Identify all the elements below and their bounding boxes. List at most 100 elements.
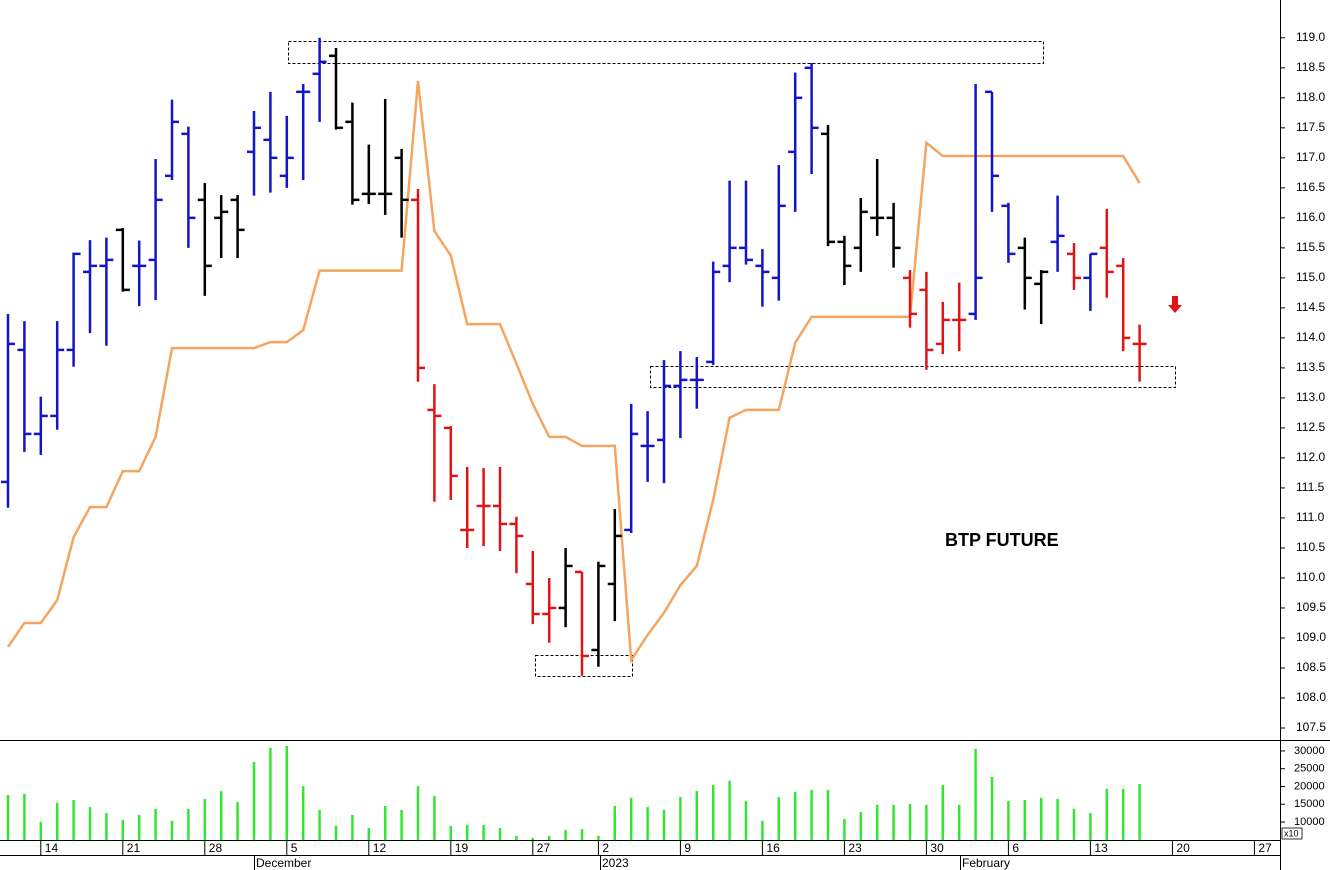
volume-bar <box>88 807 92 840</box>
volume-bar <box>1089 813 1092 840</box>
volume-bar <box>433 796 436 840</box>
volume-bar <box>515 835 518 840</box>
volume-bar <box>219 791 223 840</box>
x-tick-label: 13 <box>1094 841 1108 855</box>
y-tick-label: 110.5 <box>1296 540 1325 554</box>
volume-bar <box>187 808 190 840</box>
x-tick-label: 16 <box>766 841 780 855</box>
y-tick-label: 110.0 <box>1296 570 1325 584</box>
x-tick-label: 27 <box>1258 841 1272 855</box>
x-tick-label: 30 <box>930 841 944 855</box>
volume-bar <box>728 780 731 840</box>
volume-bar <box>1007 801 1010 840</box>
y-tick-label: 114.5 <box>1296 300 1325 314</box>
volume-bar <box>55 802 59 840</box>
y-tick-label: 118.5 <box>1296 60 1325 74</box>
volume-bar <box>203 798 207 840</box>
volume-bar <box>580 829 584 840</box>
volume-bar <box>1121 788 1125 840</box>
down-arrow <box>1168 296 1182 313</box>
volume-bar <box>941 785 945 840</box>
volume-bar <box>1023 799 1027 840</box>
y-tick-label: 112.5 <box>1296 420 1325 434</box>
volume-bar <box>449 825 453 840</box>
volume-bar <box>875 804 879 840</box>
y2-tick-label: 15000 <box>1294 798 1325 810</box>
month-label: December <box>256 856 311 870</box>
volume-bar <box>1138 783 1141 840</box>
volume-bar <box>301 786 305 840</box>
x-tick-label: 14 <box>45 841 59 855</box>
y-tick-label: 112.0 <box>1296 450 1325 464</box>
volume-bar <box>646 807 649 840</box>
volume-bar <box>400 809 403 840</box>
volume-bar <box>334 825 338 840</box>
volume-bar <box>613 806 617 840</box>
volume-bar <box>679 797 682 840</box>
month-label: 2023 <box>602 856 629 870</box>
volume-bar <box>662 809 666 840</box>
y-tick-label: 107.5 <box>1296 720 1326 734</box>
volume-bar <box>892 804 895 840</box>
volume-bar <box>416 786 420 840</box>
y-tick-label: 115.5 <box>1296 240 1325 254</box>
volume-bar <box>72 799 75 840</box>
x-tick-label: 5 <box>291 841 298 855</box>
volume-bar <box>236 802 239 840</box>
volume-bar <box>547 835 551 840</box>
volume-bar <box>1105 788 1109 840</box>
volume-bar <box>154 808 157 840</box>
y-tick-label: 113.0 <box>1296 390 1325 404</box>
volume-bar <box>843 819 846 840</box>
x-tick-label: 9 <box>684 841 691 855</box>
volume-bar <box>695 791 699 840</box>
y-tick-label: 115.0 <box>1296 270 1325 284</box>
volume-bar <box>269 747 272 840</box>
volume-bar <box>121 819 125 840</box>
y-tick-label: 117.0 <box>1296 150 1325 164</box>
unit-box <box>1281 827 1303 840</box>
volume-bar <box>777 797 781 840</box>
volume-bar <box>6 794 10 840</box>
volume-bar <box>826 790 830 840</box>
y-tick-label: 109.0 <box>1296 630 1326 644</box>
y-tick-label: 118.0 <box>1296 90 1325 104</box>
volume-bar <box>793 791 797 840</box>
x-tick-label: 27 <box>537 841 551 855</box>
y2-tick-label: 30000 <box>1294 745 1325 757</box>
resistance-box <box>288 41 1044 64</box>
y-tick-label: 111.0 <box>1296 510 1325 524</box>
y2-tick-label: 20000 <box>1294 780 1325 792</box>
stop-line <box>6 80 1141 664</box>
volume-bar <box>23 793 26 840</box>
volume-bar <box>908 803 912 840</box>
y-tick-label: 114.0 <box>1296 330 1325 344</box>
x-tick-label: 28 <box>209 841 223 855</box>
volume-bar <box>744 801 748 840</box>
month-label: February <box>962 856 1010 870</box>
unit-note: x10 <box>1284 828 1299 838</box>
volume-bar <box>351 814 354 840</box>
volume-bar <box>170 820 174 840</box>
y2-tick-label: 25000 <box>1294 763 1325 775</box>
volume-bar <box>105 813 108 840</box>
volume-bar <box>974 748 977 840</box>
y-tick-label: 113.5 <box>1296 360 1325 374</box>
y-tick-label: 108.0 <box>1296 690 1326 704</box>
volume-bar <box>711 785 715 840</box>
y-tick-label: 109.5 <box>1296 600 1326 614</box>
volume-bar <box>498 828 502 840</box>
x-tick-label: 6 <box>1012 841 1019 855</box>
support-box <box>650 366 1176 388</box>
volume-bar <box>761 820 764 840</box>
y-tick-label: 116.0 <box>1296 210 1325 224</box>
low-box <box>535 655 633 677</box>
volume-bar <box>1039 797 1043 840</box>
x-tick-label: 12 <box>373 841 387 855</box>
volume-bar <box>564 829 567 840</box>
volume-bar <box>810 790 813 840</box>
volume-bar <box>465 824 469 840</box>
y-tick-label: 119.0 <box>1296 30 1325 44</box>
annotation: BTP FUTURE <box>945 530 1059 550</box>
